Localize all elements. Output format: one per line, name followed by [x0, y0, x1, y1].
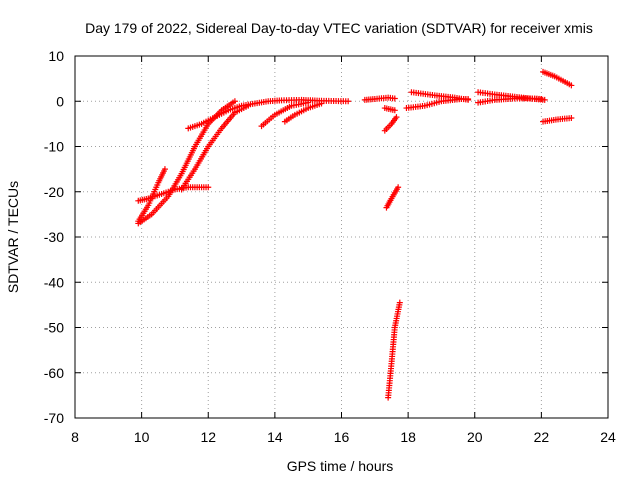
- series-arc-9: [383, 184, 402, 211]
- axes: 8 10 12 14 16 18 20 22 24 10 0 -10 -20 -30 -40 -50 -60 -7…: [44, 48, 616, 445]
- y-tick-label: 0: [56, 93, 64, 109]
- data-point: [231, 98, 238, 105]
- data-point: [396, 299, 403, 306]
- grid: [75, 56, 608, 418]
- y-axis-label: SDTVAR / TECUs: [5, 181, 21, 293]
- data-point: [391, 107, 398, 114]
- series-arc-14: [540, 114, 575, 125]
- series-arc-11: [403, 89, 472, 112]
- data-point: [541, 96, 548, 103]
- data-point: [161, 166, 168, 173]
- x-tick-label: 22: [534, 429, 550, 445]
- series-arc-7: [281, 100, 325, 125]
- series-arc-13: [540, 68, 575, 89]
- data-point: [345, 98, 352, 105]
- data-point: [205, 184, 212, 191]
- data-point: [538, 95, 545, 102]
- data-point: [318, 100, 325, 107]
- series-arc-5: [185, 96, 352, 132]
- series-arc-3: [135, 98, 238, 227]
- x-tick-label: 18: [400, 429, 416, 445]
- y-tick-label: -30: [44, 229, 64, 245]
- y-tick-label: -10: [44, 139, 64, 155]
- x-tick-label: 10: [134, 429, 150, 445]
- y-tick-label: -50: [44, 320, 64, 336]
- y-tick-label: -40: [44, 274, 64, 290]
- x-tick-label: 16: [334, 429, 350, 445]
- x-axis-label: GPS time / hours: [287, 458, 394, 474]
- data-point: [568, 82, 575, 89]
- x-tick-label: 14: [267, 429, 283, 445]
- y-tick-label: 10: [48, 48, 64, 64]
- series-arc-6: [258, 99, 312, 130]
- x-tick-label: 24: [600, 429, 616, 445]
- plot-frame: [74, 55, 609, 419]
- data-point: [305, 99, 312, 106]
- y-tick-label: -60: [44, 365, 64, 381]
- series-arc-12: [475, 89, 548, 106]
- data-marks: [135, 68, 575, 401]
- y-tick-label: -20: [44, 184, 64, 200]
- series-arc-10: [385, 299, 403, 401]
- chart-title: Day 179 of 2022, Sidereal Day-to-day VTE…: [85, 20, 593, 36]
- data-point: [568, 114, 575, 121]
- data-point: [465, 96, 472, 103]
- data-point: [391, 95, 398, 102]
- data-point: [395, 184, 402, 191]
- y-tick-label: -70: [44, 410, 64, 426]
- data-point: [393, 114, 400, 121]
- x-tick-label: 20: [467, 429, 483, 445]
- x-tick-label: 8: [71, 429, 79, 445]
- series-arc-8: [361, 94, 400, 134]
- x-tick-label: 12: [200, 429, 216, 445]
